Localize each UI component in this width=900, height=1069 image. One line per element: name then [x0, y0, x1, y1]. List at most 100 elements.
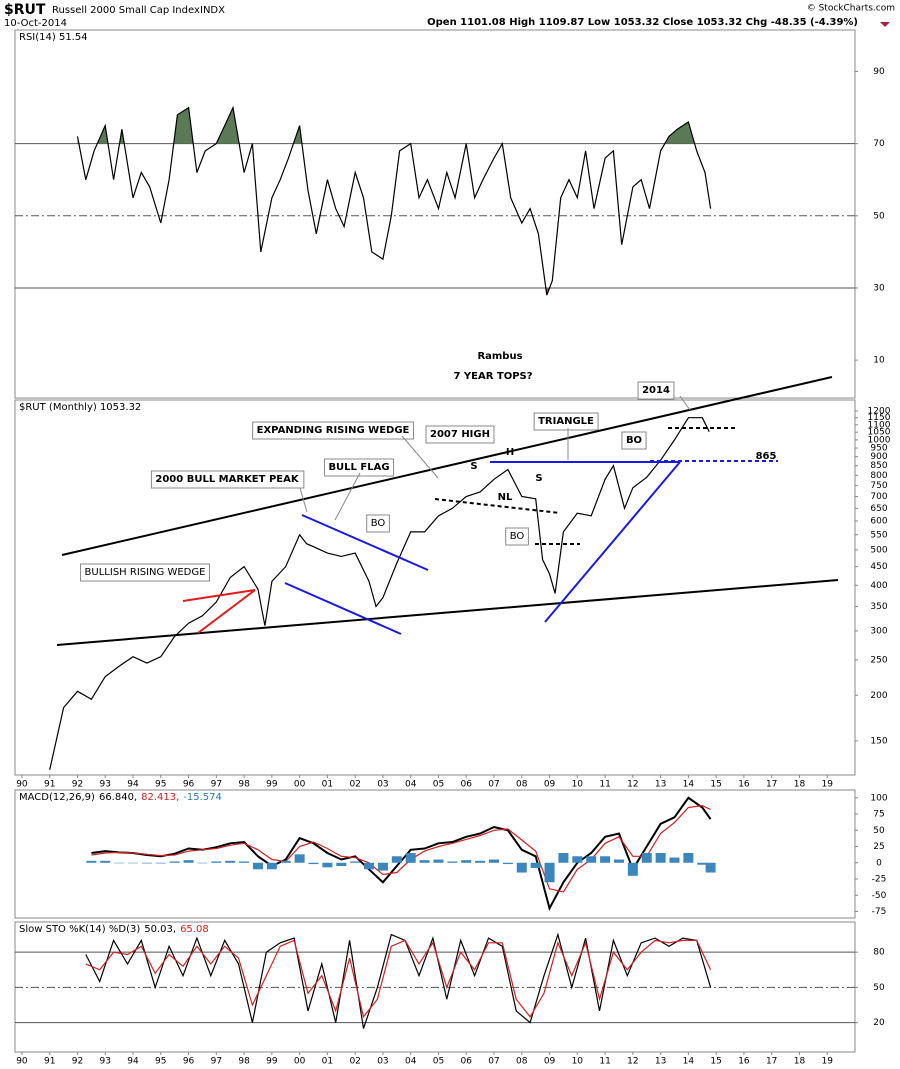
legend-entry: RSI(14) 51.54	[19, 32, 88, 43]
annotation: Rambus	[477, 351, 522, 362]
index-name: Russell 2000 Small Cap Index	[52, 5, 200, 16]
x-tick-label: 13	[655, 1057, 666, 1067]
histogram-bar	[669, 857, 680, 863]
histogram-bar	[705, 862, 716, 873]
histogram-bar	[391, 856, 402, 863]
legend-entry: MACD(12,26,9)	[19, 792, 95, 803]
y-tick-label: 50	[873, 211, 885, 221]
legend-entry: Slow STO %K(14) %D(3)	[19, 924, 140, 935]
trendlines	[56, 376, 839, 646]
x-tick-label: 99	[266, 780, 278, 790]
flag-lower	[284, 582, 402, 635]
annotation-box	[425, 425, 495, 444]
callout	[334, 472, 361, 521]
y-tick-label: 700	[870, 492, 887, 502]
series-line	[49, 417, 710, 770]
y-tick-label: 1050	[868, 428, 891, 438]
x-tick-label: 00	[294, 1057, 306, 1067]
y-tick-label: 75	[873, 810, 884, 820]
x-tick-label: 91	[44, 780, 55, 790]
histogram-bar	[350, 861, 361, 863]
y-tick-label: 80	[873, 948, 885, 958]
histogram-bar	[544, 862, 555, 883]
x-tick-label: 03	[377, 780, 388, 790]
histogram-bar	[516, 862, 527, 873]
triangle-rising	[544, 461, 681, 623]
series-line	[91, 796, 712, 912]
histogram-bar	[183, 860, 194, 863]
histogram-bar	[266, 862, 277, 870]
callout	[679, 395, 691, 411]
annotation: H	[506, 447, 514, 458]
histogram-bar	[155, 862, 166, 864]
x-tick-label: 97	[211, 780, 222, 790]
x-tick-label: 18	[794, 1057, 806, 1067]
panel-frame	[14, 29, 856, 399]
overbought-fill	[77, 107, 711, 144]
x-tick-label: 13	[655, 780, 666, 790]
histogram-bar	[308, 862, 319, 865]
x-tick-label: 98	[238, 780, 250, 790]
x-tick-label: 07	[488, 780, 499, 790]
histogram-bar	[239, 861, 250, 863]
histogram-bar	[225, 860, 236, 863]
y-tick-label: 1000	[868, 435, 891, 445]
legend-entry: 65.08	[180, 924, 209, 935]
annotation: TRIANGLE	[538, 416, 594, 427]
legend-entry: 50.03,	[144, 924, 176, 935]
histogram-bar	[141, 862, 152, 864]
annotation: 2007 HIGH	[430, 429, 490, 440]
red-wedge-top	[182, 589, 256, 602]
legend: MACD(12,26,9) 66.840, 82.413, -15.574	[19, 792, 222, 803]
legend-entry: -15.574	[183, 792, 222, 803]
annotation: BO	[510, 531, 525, 542]
series-line	[85, 932, 712, 1029]
legend: Slow STO %K(14) %D(3) 50.03, 65.08	[19, 924, 209, 935]
y-tick-label: 90	[873, 67, 885, 77]
x-tick-label: 10	[572, 1057, 584, 1067]
y-tick-label: 10	[873, 356, 885, 366]
x-tick-label: 06	[461, 1057, 473, 1067]
x-tick-label: 98	[238, 1057, 250, 1067]
y-tick-label: 350	[870, 602, 887, 612]
x-tick-label: 15	[710, 1057, 721, 1067]
x-tick-label: 05	[433, 1057, 444, 1067]
x-tick-label: 09	[544, 780, 556, 790]
annotation: EXPANDING RISING WEDGE	[257, 425, 410, 436]
exchange: INDX	[200, 5, 225, 16]
histogram-bar	[252, 862, 263, 870]
histogram-bar	[405, 853, 416, 863]
series-line	[91, 804, 711, 893]
y-tick-label: 50	[873, 983, 885, 993]
x-tick-label: 14	[683, 1057, 695, 1067]
x-tick-label: 02	[349, 1057, 360, 1067]
histogram-bar	[433, 859, 444, 863]
histogram-bar	[489, 859, 500, 863]
x-tick-label: 16	[738, 780, 750, 790]
red-wedge-bottom	[197, 589, 256, 634]
x-tick-label: 08	[516, 780, 528, 790]
y-tick-label: 750	[870, 481, 887, 491]
y-tick-label: 550	[870, 530, 887, 540]
x-tick-label: 12	[627, 1057, 638, 1067]
y-tick-label: -75	[872, 907, 887, 917]
series-line	[76, 105, 712, 296]
y-tick-label: 650	[870, 504, 887, 514]
x-tick-label: 18	[794, 780, 806, 790]
x-tick-label: 94	[127, 780, 139, 790]
histogram-bar	[100, 860, 111, 863]
x-tick-label: 97	[211, 1057, 222, 1067]
histogram-bar	[86, 860, 97, 863]
symbol: $RUT	[4, 2, 46, 18]
x-tick-label: 17	[766, 780, 777, 790]
x-tick-label: 16	[738, 1057, 750, 1067]
x-tick-label: 10	[572, 780, 584, 790]
histogram-bar	[475, 860, 486, 863]
y-tick-label: 30	[873, 283, 885, 293]
histogram-bar	[294, 854, 305, 863]
x-tick-label: 07	[488, 1057, 499, 1067]
menu-arrow[interactable]	[880, 22, 890, 27]
y-tick-label: 300	[870, 626, 887, 636]
panel-frame	[14, 789, 856, 919]
